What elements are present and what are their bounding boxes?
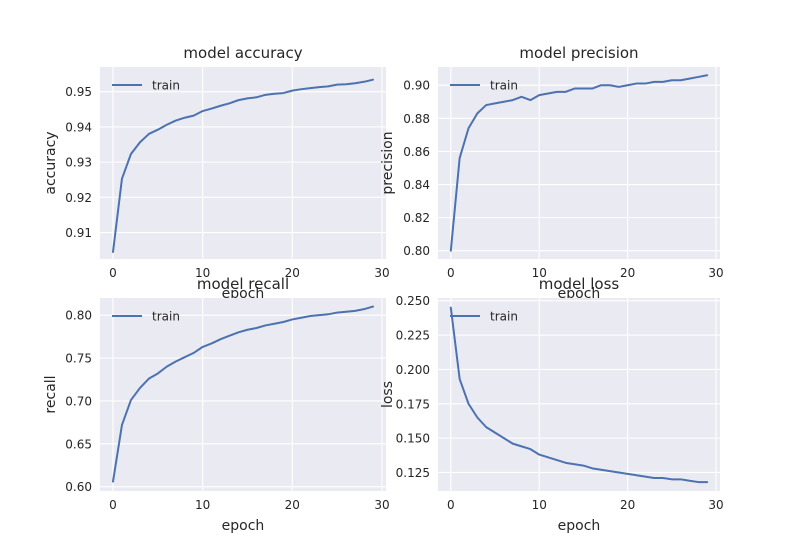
chart-title: model recall — [197, 275, 289, 293]
subplot-3: 0 10 20 30 0.60 0.65 0.70 0.75 0.80 epoch recall mo… — [43, 275, 390, 534]
x-tick-label: 20 — [285, 266, 300, 280]
y-tick-label: 0.60 — [65, 480, 92, 494]
x-tick-label: 20 — [285, 498, 300, 512]
x-tick-label: 30 — [374, 498, 389, 512]
x-tick-label: 0 — [109, 498, 117, 512]
plot-area — [100, 298, 386, 491]
legend-label: train — [152, 79, 180, 93]
x-tick-label: 10 — [532, 266, 547, 280]
y-tick-label: 0.91 — [65, 226, 92, 240]
subplot-2: 0 10 20 300.800.820.840.860.880.90epochprec… — [380, 44, 724, 302]
y-tick-label: 0.94 — [65, 120, 92, 134]
y-tick-label: 0.150 — [396, 432, 430, 446]
y-axis-label: loss — [380, 381, 396, 408]
series-line-train — [449, 306, 709, 484]
y-tick-label: 0.93 — [65, 156, 92, 170]
x-tick-label: 10 — [532, 498, 547, 512]
y-axis-label: precision — [380, 131, 396, 194]
subplot-4: 0 10 20 30 0.125 0.150 0.175 0.200 0.225 0.250 epo… — [380, 275, 724, 534]
x-tick-label: 0 — [109, 266, 117, 280]
legend-label: train — [152, 310, 180, 324]
chart-title: model accuracy — [183, 44, 302, 62]
x-tick-label: 30 — [374, 266, 389, 280]
y-tick-label: 0.75 — [65, 352, 92, 366]
y-axis-label: recall — [43, 375, 59, 413]
x-axis-label: epoch — [222, 518, 265, 534]
subplot-1: 0 10 20 300.910.920.930.940.95epochaccuracy… — [43, 44, 390, 302]
y-tick-label: 0.200 — [396, 363, 430, 377]
y-tick-label: 0.84 — [403, 178, 430, 192]
legend-label: train — [490, 79, 518, 93]
y-tick-label: 0.250 — [396, 294, 430, 308]
series-line-train — [449, 74, 709, 252]
series-line-train — [112, 78, 374, 253]
x-tick-label: 30 — [708, 498, 723, 512]
y-tick-label: 0.80 — [403, 244, 430, 258]
y-tick-label: 0.70 — [65, 394, 92, 408]
plot-area — [438, 298, 720, 491]
chart-title: model loss — [539, 275, 620, 293]
x-tick-label: 10 — [195, 498, 210, 512]
y-tick-label: 0.225 — [396, 329, 430, 343]
x-tick-label: 10 — [195, 266, 210, 280]
x-tick-label: 20 — [620, 498, 635, 512]
series-line-train — [112, 305, 374, 483]
x-tick-label: 20 — [620, 266, 635, 280]
y-tick-label: 0.82 — [403, 211, 430, 225]
y-tick-label: 0.95 — [65, 85, 92, 99]
y-tick-label: 0.125 — [396, 466, 430, 480]
y-tick-label: 0.65 — [65, 437, 92, 451]
y-tick-label: 0.80 — [65, 309, 92, 323]
x-tick-label: 0 — [447, 266, 455, 280]
plot-area — [438, 67, 720, 259]
chart-title: model precision — [519, 44, 638, 62]
x-tick-label: 30 — [708, 266, 723, 280]
y-axis-label: accuracy — [43, 131, 59, 194]
plot-area — [100, 67, 386, 259]
x-axis-label: epoch — [558, 518, 601, 534]
x-tick-label: 0 — [447, 498, 455, 512]
y-tick-label: 0.88 — [403, 112, 430, 126]
y-tick-label: 0.86 — [403, 145, 430, 159]
legend-label: train — [490, 310, 518, 324]
y-tick-label: 0.92 — [65, 191, 92, 205]
y-tick-label: 0.175 — [396, 397, 430, 411]
y-tick-label: 0.90 — [403, 79, 430, 93]
